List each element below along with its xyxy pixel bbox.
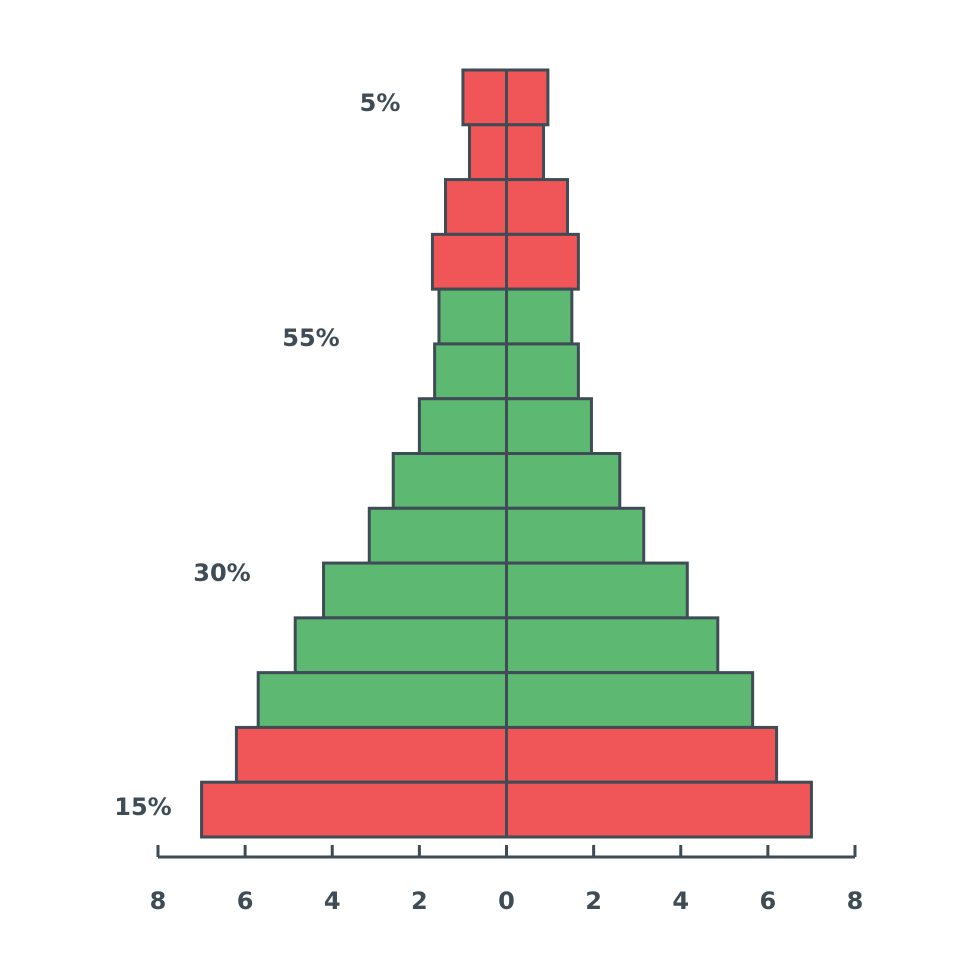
bar: [505, 671, 755, 729]
bar: [437, 287, 508, 346]
bar: [505, 287, 574, 346]
bar: [234, 725, 508, 784]
bar: [505, 561, 689, 620]
x-tick-label: 8: [847, 887, 864, 915]
annotation: 55%: [282, 324, 339, 352]
bar: [505, 725, 779, 784]
bar: [430, 232, 509, 291]
bar: [505, 68, 550, 127]
bar: [505, 232, 580, 291]
x-tick-label: 2: [585, 887, 602, 915]
bar: [256, 671, 508, 729]
bar: [200, 780, 508, 839]
bar: [433, 342, 509, 401]
x-tick-label: 0: [498, 887, 515, 915]
bar: [322, 561, 508, 620]
x-tick-label: 2: [411, 887, 428, 915]
annotation: 30%: [193, 559, 250, 587]
bar: [505, 616, 720, 675]
x-tick-label: 6: [760, 887, 777, 915]
bar: [505, 452, 622, 510]
bar: [505, 123, 546, 182]
bar: [417, 397, 508, 456]
bar: [505, 342, 580, 401]
x-tick-label: 4: [324, 887, 341, 915]
bar: [505, 178, 569, 236]
annotation: 5%: [360, 89, 401, 117]
bar: [467, 123, 508, 182]
bar: [505, 506, 646, 565]
x-tick-label: 6: [237, 887, 254, 915]
bar: [505, 780, 813, 839]
bar: [293, 616, 508, 675]
bar: [505, 397, 593, 456]
bar: [391, 452, 508, 510]
bar: [367, 506, 509, 565]
x-tick-label: 4: [672, 887, 689, 915]
annotation: 15%: [114, 793, 171, 821]
bar: [444, 178, 509, 236]
bar: [461, 68, 508, 127]
x-tick-label: 8: [150, 887, 167, 915]
